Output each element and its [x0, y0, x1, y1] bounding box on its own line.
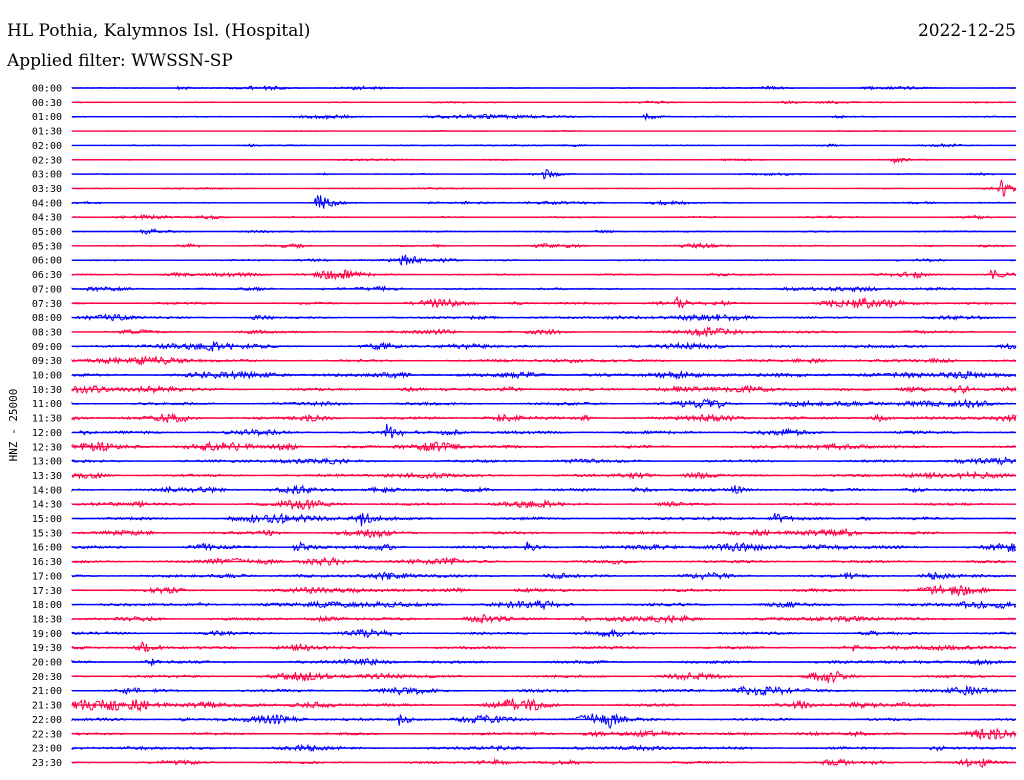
trace-time-label: 19:30	[32, 643, 62, 654]
trace-time-label: 16:00	[32, 543, 62, 554]
trace-time-label: 21:00	[32, 686, 62, 697]
trace-time-label: 17:30	[32, 586, 62, 597]
trace-time-label: 10:30	[32, 385, 62, 396]
trace-time-label: 13:00	[32, 457, 62, 468]
trace-time-label: 15:00	[32, 514, 62, 525]
trace-time-label: 06:00	[32, 256, 62, 267]
time-label-group: 00:00 00:30 01:00 01:30 02:00 02:30 03:00 03:30…	[32, 84, 62, 769]
trace-time-label: 05:00	[32, 227, 62, 238]
trace-time-label: 20:30	[32, 672, 62, 683]
trace-time-label: 23:30	[32, 758, 62, 769]
trace-time-label: 22:00	[32, 715, 62, 726]
trace-time-label: 18:00	[32, 600, 62, 611]
trace-time-label: 10:00	[32, 371, 62, 382]
trace-time-label: 07:30	[32, 299, 62, 310]
trace-time-label: 17:00	[32, 571, 62, 582]
filter-label: Applied filter: WWSSN-SP	[6, 51, 233, 71]
trace-time-label: 09:00	[32, 342, 62, 353]
trace-time-label: 15:30	[32, 528, 62, 539]
trace-time-label: 02:30	[32, 155, 62, 166]
trace-time-label: 03:00	[32, 170, 62, 181]
trace-time-label: 18:30	[32, 614, 62, 625]
trace-time-label: 11:30	[32, 414, 62, 425]
trace-time-label: 20:00	[32, 658, 62, 669]
trace-time-label: 12:30	[32, 442, 62, 453]
trace-time-label: 12:00	[32, 428, 62, 439]
trace-time-label: 00:30	[32, 98, 62, 109]
trace-time-label: 05:30	[32, 241, 62, 252]
trace-time-label: 04:30	[32, 213, 62, 224]
trace-time-label: 21:30	[32, 701, 62, 712]
record-date: 2022-12-25	[918, 21, 1016, 41]
trace-time-label: 22:30	[32, 729, 62, 740]
channel-axis-label: HNZ - 25000	[7, 389, 20, 462]
trace-group	[71, 85, 1017, 768]
trace-time-label: 04:00	[32, 198, 62, 209]
trace-time-label: 07:00	[32, 284, 62, 295]
station-title: HL Pothia, Kalymnos Isl. (Hospital)	[7, 21, 310, 41]
trace-time-label: 01:30	[32, 127, 62, 138]
trace-time-label: 09:30	[32, 356, 62, 367]
trace-time-label: 11:00	[32, 399, 62, 410]
trace-time-label: 08:30	[32, 327, 62, 338]
trace-time-label: 14:00	[32, 485, 62, 496]
trace-time-label: 19:00	[32, 629, 62, 640]
trace-time-label: 02:00	[32, 141, 62, 152]
trace-time-label: 06:30	[32, 270, 62, 281]
trace-time-label: 16:30	[32, 557, 62, 568]
trace-time-label: 03:30	[32, 184, 62, 195]
trace-time-label: 23:00	[32, 744, 62, 755]
trace-time-label: 13:30	[32, 471, 62, 482]
trace-time-label: 01:00	[32, 112, 62, 123]
trace-time-label: 14:30	[32, 500, 62, 511]
trace-time-label: 00:00	[32, 84, 62, 95]
trace-time-label: 08:00	[32, 313, 62, 324]
